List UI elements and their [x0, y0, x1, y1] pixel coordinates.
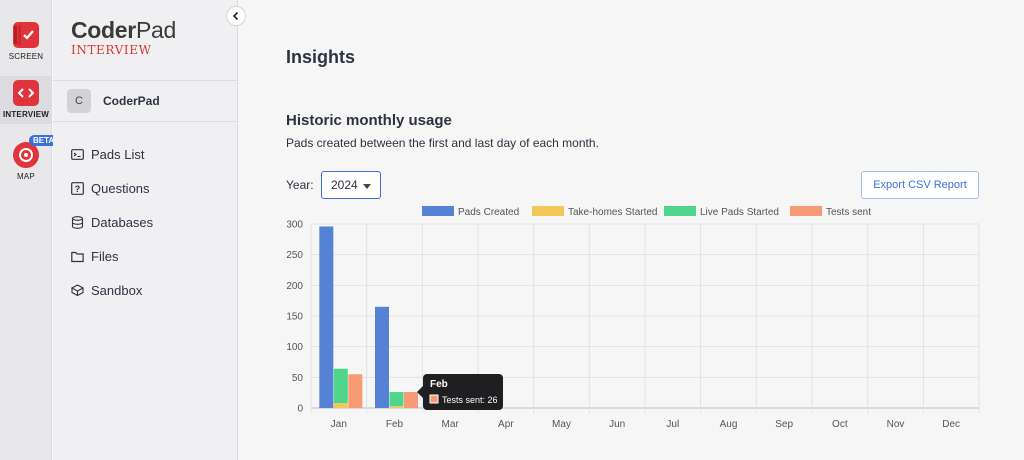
- sidebar-item-label: Questions: [91, 180, 150, 196]
- sidebar-divider: [53, 80, 238, 81]
- sidebar-item-label: Databases: [91, 214, 154, 230]
- chevron-left-icon: [232, 11, 239, 21]
- sidebar-item-sandbox[interactable]: Sandbox: [71, 280, 142, 300]
- org-name[interactable]: CoderPad: [103, 94, 160, 108]
- y-tick-label: 0: [297, 404, 303, 415]
- bar-tests-sent: [348, 374, 363, 408]
- x-tick-label: Aug: [720, 419, 738, 430]
- legend-swatch: [790, 206, 822, 216]
- cube-icon: [71, 283, 84, 296]
- bar-take-homes-started: [389, 406, 404, 408]
- database-icon: [71, 215, 84, 229]
- x-tick-label: Mar: [442, 419, 460, 430]
- beta-badge: BETA: [29, 135, 59, 146]
- legend-swatch: [664, 206, 696, 216]
- map-icon: [13, 142, 39, 168]
- legend-label: Live Pads Started: [700, 207, 779, 218]
- logo-text-bold: Coder: [71, 17, 136, 43]
- rail-item-map[interactable]: MAP: [0, 142, 52, 181]
- x-tick-label: Feb: [386, 419, 404, 430]
- legend-label: Tests sent: [826, 207, 871, 218]
- bar-take-homes-started: [333, 403, 348, 408]
- tooltip-box: [423, 374, 503, 410]
- sidebar-item-pads-list[interactable]: Pads List: [71, 144, 144, 164]
- sidebar: CoderPad INTERVIEW C CoderPad Pads List …: [53, 0, 238, 460]
- y-tick-label: 150: [286, 312, 303, 323]
- collapse-sidebar-button[interactable]: [226, 6, 246, 26]
- rail-label-screen: SCREEN: [8, 52, 44, 61]
- section-subtitle: Pads created between the first and last …: [286, 136, 599, 150]
- caret-down-icon: [363, 184, 371, 189]
- page-title: Insights: [286, 47, 356, 67]
- sidebar-divider: [53, 121, 238, 122]
- year-select-value: 2024: [331, 178, 358, 192]
- section-title: Historic monthly usage: [286, 112, 452, 129]
- tooltip-text: Tests sent: 26: [442, 395, 498, 405]
- sidebar-item-label: Sandbox: [91, 282, 143, 298]
- code-brackets-icon: [13, 80, 39, 106]
- folder-icon: [71, 251, 84, 262]
- legend-label: Take-homes Started: [568, 207, 658, 218]
- x-tick-label: Dec: [942, 419, 960, 430]
- svg-text:?: ?: [75, 184, 81, 194]
- x-tick-label: Oct: [832, 419, 848, 430]
- legend-label: Pads Created: [458, 207, 519, 218]
- x-tick-label: Jun: [609, 419, 625, 430]
- main-content: Insights Historic monthly usage Pads cre…: [239, 0, 1024, 460]
- rail-item-interview[interactable]: INTERVIEW: [0, 76, 52, 124]
- bar-live-pads-started: [389, 392, 404, 407]
- terminal-icon: [71, 148, 84, 160]
- sidebar-item-questions[interactable]: ? Questions: [71, 178, 150, 198]
- logo-text-thin: Pad: [135, 17, 176, 43]
- y-tick-label: 200: [286, 281, 303, 292]
- rail-label-map: MAP: [17, 172, 35, 181]
- x-tick-label: Nov: [887, 419, 905, 430]
- logo-subtitle: INTERVIEW: [71, 43, 152, 57]
- question-icon: ?: [71, 181, 84, 195]
- legend-swatch: [422, 206, 454, 216]
- sidebar-item-label: Files: [91, 248, 119, 264]
- y-tick-label: 250: [286, 250, 303, 261]
- x-tick-label: May: [552, 419, 571, 430]
- tooltip-title: Feb: [430, 379, 448, 390]
- sidebar-item-files[interactable]: Files: [71, 246, 118, 266]
- year-label: Year:: [286, 178, 314, 192]
- bar-pads-created: [319, 226, 334, 408]
- org-avatar[interactable]: C: [67, 89, 91, 113]
- y-tick-label: 100: [286, 342, 303, 353]
- sidebar-item-label: Pads List: [91, 146, 145, 162]
- screen-icon: [13, 22, 39, 48]
- y-tick-label: 300: [286, 220, 303, 231]
- export-csv-button[interactable]: Export CSV Report: [861, 171, 979, 199]
- bar-live-pads-started: [333, 368, 348, 404]
- bar-pads-created: [375, 306, 389, 408]
- tooltip-pointer: [417, 386, 423, 398]
- y-tick-label: 50: [292, 373, 304, 384]
- product-rail: SCREEN INTERVIEW MAP BETA: [0, 0, 59, 460]
- tooltip-swatch: [429, 394, 439, 404]
- x-tick-label: Jul: [666, 419, 679, 430]
- coderpad-logo: CoderPad: [71, 17, 176, 44]
- x-tick-label: Sep: [775, 419, 793, 430]
- x-tick-label: Jan: [331, 419, 347, 430]
- x-tick-label: Apr: [498, 419, 514, 430]
- rail-label-interview: INTERVIEW: [2, 110, 50, 119]
- usage-bar-chart: 0 50 100 150 200 250 300 Jan Feb Mar Apr May Jun Jul A…: [286, 206, 980, 430]
- sidebar-item-databases[interactable]: Databases: [71, 212, 153, 232]
- rail-item-screen[interactable]: SCREEN: [0, 22, 52, 61]
- legend-swatch: [532, 206, 564, 216]
- year-select[interactable]: 2024: [321, 171, 381, 199]
- bar-tests-sent: [404, 392, 418, 408]
